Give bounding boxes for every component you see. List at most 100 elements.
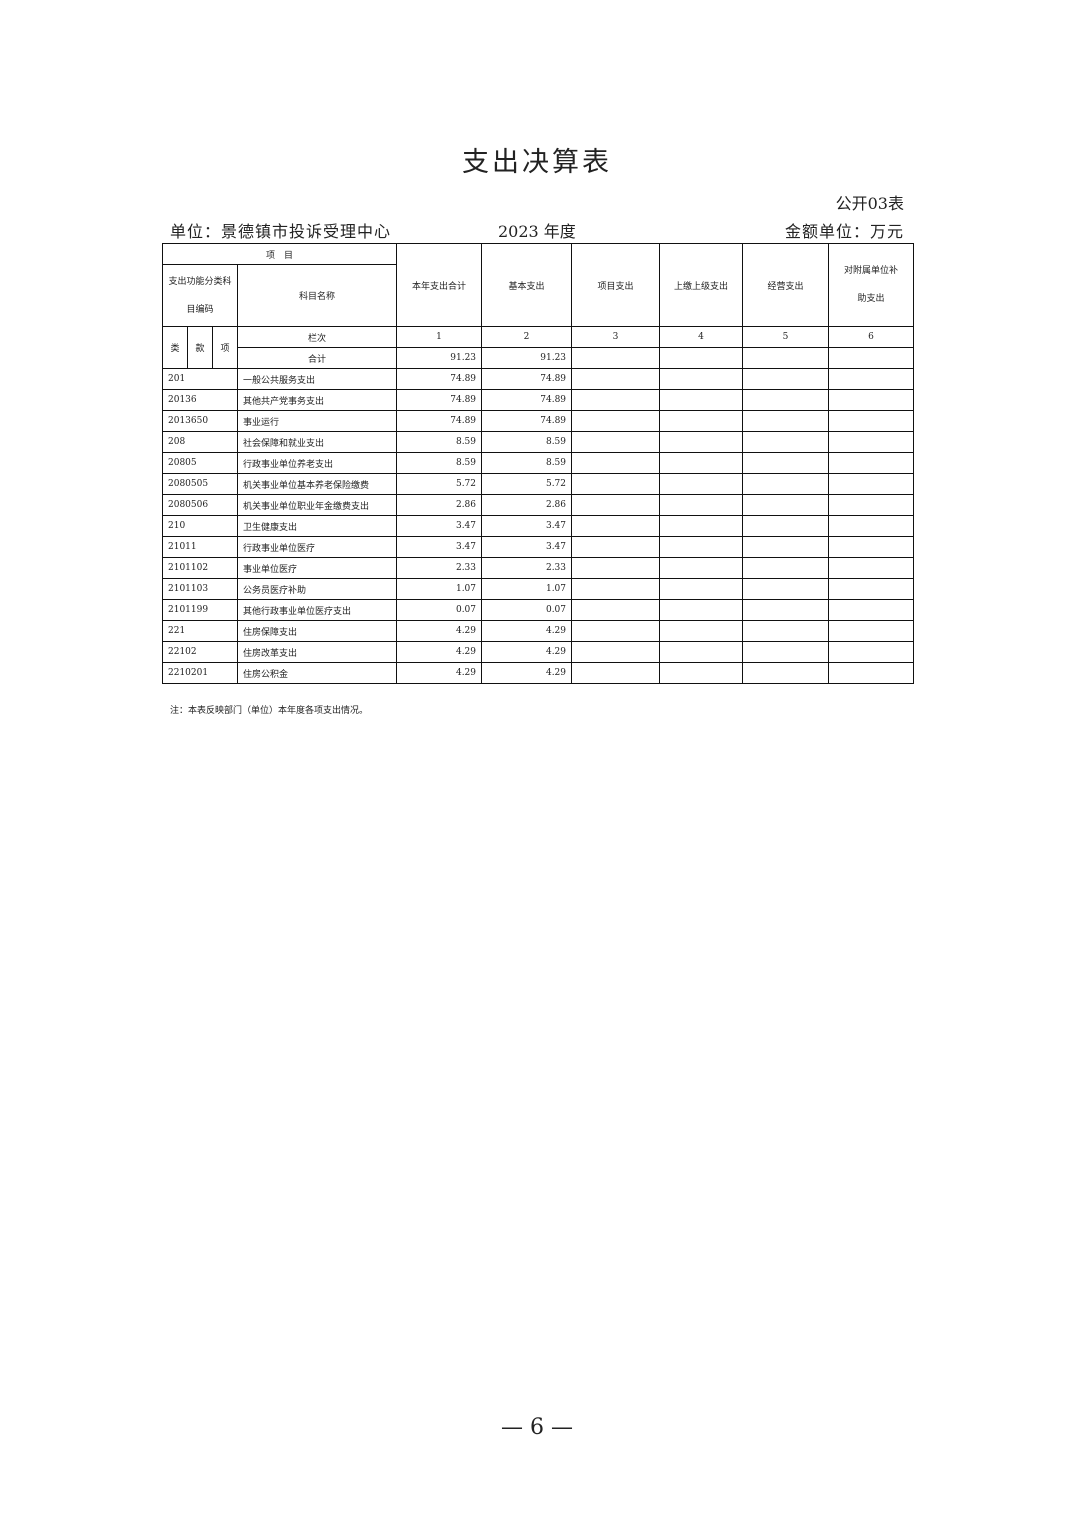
header-col-4: 上缴上级支出 <box>659 243 744 327</box>
row-upper <box>659 494 744 516</box>
row-upper <box>659 389 744 411</box>
row-business <box>742 536 830 558</box>
row-business <box>742 515 830 537</box>
row-name: 行政事业单位医疗 <box>236 536 398 558</box>
row-business <box>742 578 830 600</box>
row-total: 8.59 <box>396 431 483 453</box>
row-name: 一般公共服务支出 <box>236 368 398 390</box>
row-business <box>742 662 830 684</box>
row-project <box>571 620 661 642</box>
row-total: 3.47 <box>396 515 483 537</box>
row-business <box>742 557 830 579</box>
row-upper <box>659 515 744 537</box>
col-index-label: 栏次 <box>236 326 398 348</box>
row-code: 2080506 <box>162 494 238 516</box>
header-col-6: 对附属单位补助支出 <box>828 243 915 327</box>
page-title: 支出决算表 <box>462 147 612 178</box>
row-code: 201 <box>162 368 238 390</box>
row-name: 事业单位医疗 <box>236 557 398 579</box>
row-name: 其他共产党事务支出 <box>236 389 398 411</box>
row-total: 1.07 <box>396 578 483 600</box>
row-basic: 8.59 <box>481 431 573 453</box>
col-index: 1 <box>396 326 483 348</box>
table-row: 2101102 事业单位医疗 2.33 2.33 <box>162 557 915 579</box>
row-total: 74.89 <box>396 368 483 390</box>
total-label: 合计 <box>236 347 398 369</box>
row-business <box>742 599 830 621</box>
row-upper <box>659 452 744 474</box>
page-number: — 6 — <box>501 1415 573 1440</box>
row-basic: 2.33 <box>481 557 573 579</box>
row-code: 2210201 <box>162 662 238 684</box>
row-upper <box>659 599 744 621</box>
row-total: 4.29 <box>396 620 483 642</box>
row-subsidy <box>828 431 915 453</box>
row-subsidy <box>828 473 915 495</box>
row-upper <box>659 557 744 579</box>
row-subsidy <box>828 368 915 390</box>
row-upper <box>659 620 744 642</box>
header-col-5: 经营支出 <box>742 243 830 327</box>
row-basic: 5.72 <box>481 473 573 495</box>
row-basic: 4.29 <box>481 662 573 684</box>
row-project <box>571 368 661 390</box>
row-basic: 4.29 <box>481 641 573 663</box>
table-row: 2101103 公务员医疗补助 1.07 1.07 <box>162 578 915 600</box>
row-name: 机关事业单位职业年金缴费支出 <box>236 494 398 516</box>
row-code: 21011 <box>162 536 238 558</box>
row-name: 其他行政事业单位医疗支出 <box>236 599 398 621</box>
row-total: 74.89 <box>396 389 483 411</box>
col-index: 3 <box>571 326 661 348</box>
row-subsidy <box>828 452 915 474</box>
row-subsidy <box>828 557 915 579</box>
row-code: 20805 <box>162 452 238 474</box>
row-project <box>571 641 661 663</box>
row-upper <box>659 431 744 453</box>
row-code: 221 <box>162 620 238 642</box>
row-subsidy <box>828 662 915 684</box>
row-project <box>571 599 661 621</box>
row-name: 行政事业单位养老支出 <box>236 452 398 474</box>
header-kuan: 款 <box>187 326 213 369</box>
row-basic: 8.59 <box>481 452 573 474</box>
year-label: 2023 年度 <box>498 222 576 241</box>
row-project <box>571 452 661 474</box>
row-code: 210 <box>162 515 238 537</box>
header-col-2: 基本支出 <box>481 243 573 327</box>
row-basic: 2.86 <box>481 494 573 516</box>
row-upper <box>659 662 744 684</box>
table-row: 20805 行政事业单位养老支出 8.59 8.59 <box>162 452 915 474</box>
row-business <box>742 410 830 432</box>
row-project <box>571 494 661 516</box>
row-business <box>742 431 830 453</box>
row-basic: 1.07 <box>481 578 573 600</box>
table-row: 21011 行政事业单位医疗 3.47 3.47 <box>162 536 915 558</box>
row-basic: 3.47 <box>481 536 573 558</box>
row-project <box>571 557 661 579</box>
row-total: 0.07 <box>396 599 483 621</box>
row-name: 机关事业单位基本养老保险缴费 <box>236 473 398 495</box>
money-unit-label: 金额单位：万元 <box>784 222 904 241</box>
row-upper <box>659 641 744 663</box>
total-basic: 91.23 <box>481 347 573 369</box>
row-business <box>742 494 830 516</box>
row-business <box>742 452 830 474</box>
row-name: 住房保障支出 <box>236 620 398 642</box>
row-business <box>742 389 830 411</box>
total-row: 合计 91.23 91.23 <box>163 347 915 369</box>
row-subsidy <box>828 389 915 411</box>
row-subsidy <box>828 641 915 663</box>
row-total: 4.29 <box>396 641 483 663</box>
col-index: 5 <box>742 326 830 348</box>
row-total: 8.59 <box>396 452 483 474</box>
row-name: 住房公积金 <box>236 662 398 684</box>
row-project <box>571 515 661 537</box>
expenditure-table: 项 目 本年支出合计 基本支出 项目支出 上缴上级支出 经营支出 对附属单位补助… <box>161 243 915 684</box>
row-total: 2.33 <box>396 557 483 579</box>
row-total: 5.72 <box>396 473 483 495</box>
unit-label: 单位：景德镇市投诉受理中心 <box>170 222 392 241</box>
row-code: 2013650 <box>162 410 238 432</box>
row-total: 2.86 <box>396 494 483 516</box>
row-subsidy <box>828 599 915 621</box>
row-business <box>742 473 830 495</box>
